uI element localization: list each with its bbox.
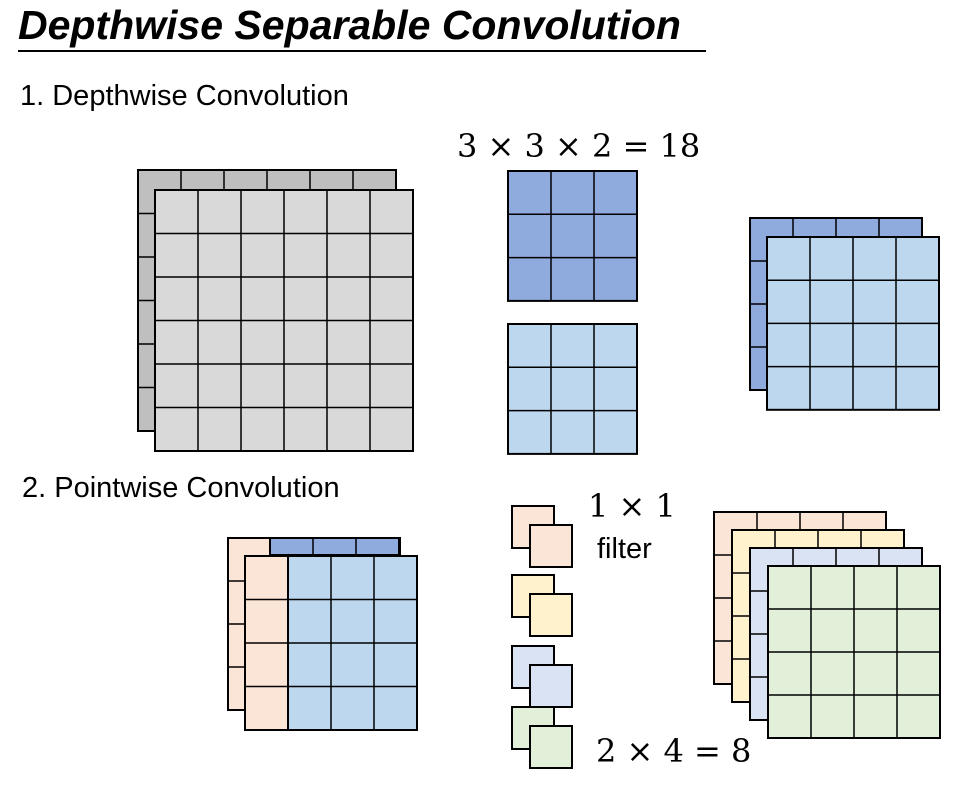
pointwise-filter-blue-front (529, 664, 573, 708)
pointwise-input-channel-back-blue (269, 537, 400, 556)
pointwise-input-channel-front-orange (244, 555, 289, 731)
pointwise-output-channel-4 (767, 565, 941, 739)
filter-size-label: 1 × 1 (588, 487, 676, 525)
pointwise-filter-green-front (529, 725, 573, 769)
depthwise-kernel-dark (507, 170, 638, 302)
pointwise-filter-yellow-front (529, 593, 573, 637)
depthwise-input-channel-front (154, 189, 414, 452)
pointwise-param-formula: 2 × 4 = 8 (596, 732, 752, 770)
kernel-param-formula: 3 × 3 × 2 = 18 (457, 127, 701, 165)
depthwise-kernel-light (507, 323, 638, 455)
pointwise-section-label: 2. Pointwise Convolution (22, 472, 340, 504)
filter-word-label: filter (597, 533, 652, 565)
depthwise-section-label: 1. Depthwise Convolution (20, 80, 349, 112)
depthwise-output-channel-front (766, 236, 940, 411)
page-title: Depthwise Separable Convolution (18, 2, 681, 48)
pointwise-filter-orange-front (529, 524, 573, 568)
title-underline (18, 50, 706, 52)
